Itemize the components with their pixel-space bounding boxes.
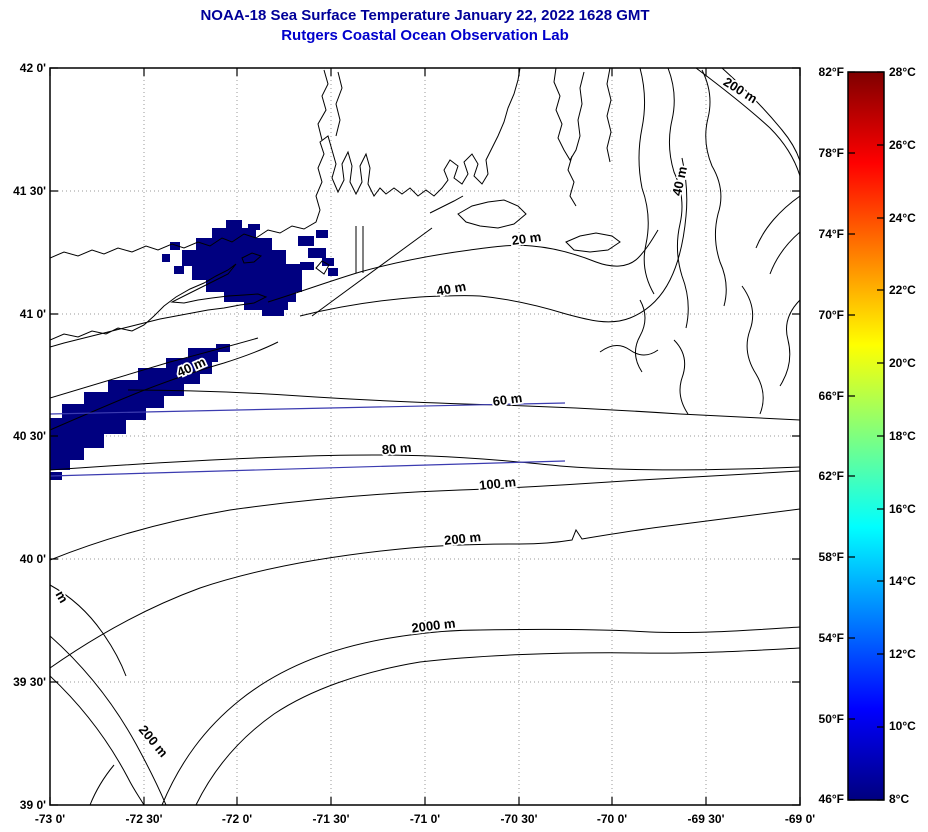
- colorbar-c-label: 16°C: [889, 502, 916, 516]
- x-tick-label: -72 30': [126, 812, 163, 826]
- x-tick-label: -69 30': [688, 812, 725, 826]
- colorbar-f-label: 82°F: [819, 65, 844, 79]
- contour-label: 2000 m: [411, 615, 457, 635]
- colorbar-f-label: 62°F: [819, 469, 844, 483]
- colorbar-c-label: 8°C: [889, 792, 909, 806]
- colorbar-c-label: 28°C: [889, 65, 916, 79]
- y-tick-label: 39 30': [13, 675, 46, 689]
- y-tick-label: 41 30': [13, 184, 46, 198]
- y-tick-label: 42 0': [20, 61, 46, 75]
- colorbar-ticks: [848, 71, 884, 801]
- coastlines: [50, 68, 621, 348]
- grid-lines: [50, 68, 800, 805]
- colorbar-c-label: 26°C: [889, 138, 916, 152]
- colorbar-c-label: 10°C: [889, 719, 916, 733]
- colorbar-c-label: 12°C: [889, 647, 916, 661]
- colorbar-f-label: 46°F: [819, 792, 844, 806]
- colorbar-f-label: 78°F: [819, 146, 844, 160]
- y-tick-label: 39 0': [20, 798, 46, 812]
- sst-cold-patches: [50, 220, 338, 480]
- colorbar-c-label: 22°C: [889, 283, 916, 297]
- contour-label: 200 m: [721, 74, 760, 106]
- colorbar-c-label: 24°C: [889, 211, 916, 225]
- x-tick-label: -72 0': [222, 812, 252, 826]
- contour-label: 20 m: [511, 229, 542, 248]
- colorbar: 82°F 78°F 74°F 70°F 66°F 62°F 58°F 54°F …: [819, 65, 917, 806]
- contour-label: 80 m: [381, 440, 412, 458]
- colorbar-f-label: 70°F: [819, 308, 844, 322]
- transect-lines: [50, 402, 566, 477]
- titles: NOAA-18 Sea Surface Temperature January …: [50, 6, 800, 47]
- colorbar-f-scale: 82°F 78°F 74°F 70°F 66°F 62°F 58°F 54°F …: [819, 65, 844, 806]
- contour-label: 40 m: [435, 279, 467, 299]
- depth-contours: [50, 68, 800, 805]
- axis-ticks: [49, 67, 801, 806]
- y-tick-label: 40 30': [13, 429, 46, 443]
- x-tick-label: -71 0': [410, 812, 440, 826]
- contour-labels: 200 m 40 m 20 m 40 m 40 m 60 m 80 m 100 …: [51, 72, 762, 761]
- y-tick-label: 40 0': [20, 552, 46, 566]
- contour-label: 100 m: [478, 474, 516, 493]
- contour-label: m: [53, 588, 72, 606]
- y-axis: 42 0' 41 30' 41 0' 40 30' 40 0' 39 30' 3…: [13, 61, 46, 812]
- x-tick-label: -71 30': [313, 812, 350, 826]
- plot-title: NOAA-18 Sea Surface Temperature January …: [200, 7, 650, 24]
- x-tick-label: -73 0': [35, 812, 65, 826]
- colorbar-f-label: 50°F: [819, 712, 844, 726]
- colorbar-c-scale: 28°C 26°C 24°C 22°C 20°C 18°C 16°C 14°C …: [889, 65, 916, 806]
- x-tick-label: -69 0': [785, 812, 815, 826]
- y-tick-label: 41 0': [20, 307, 46, 321]
- x-tick-label: -70 30': [501, 812, 538, 826]
- contour-label: 60 m: [492, 390, 523, 409]
- colorbar-f-label: 58°F: [819, 550, 844, 564]
- colorbar-c-label: 20°C: [889, 356, 916, 370]
- colorbar-c-label: 14°C: [889, 574, 916, 588]
- colorbar-f-label: 66°F: [819, 389, 844, 403]
- colorbar-f-label: 74°F: [819, 227, 844, 241]
- contour-label: 200 m: [443, 529, 481, 548]
- plot-subtitle: Rutgers Coastal Ocean Observation Lab: [281, 27, 569, 45]
- colorbar-c-label: 18°C: [889, 429, 916, 443]
- x-tick-label: -70 0': [597, 812, 627, 826]
- x-axis: -73 0' -72 30' -72 0' -71 30' -71 0' -70…: [35, 812, 815, 826]
- colorbar-f-label: 54°F: [819, 631, 844, 645]
